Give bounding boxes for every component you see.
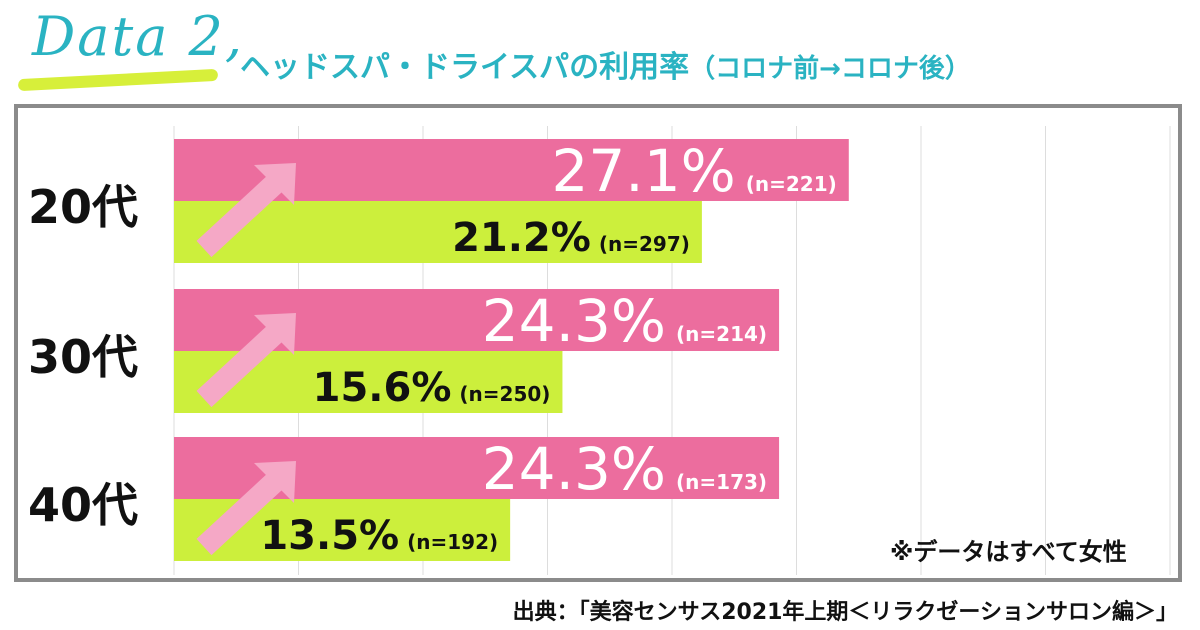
data-label: Data 2,	[32, 5, 245, 68]
trend-arrow-shaft	[196, 318, 290, 408]
value-label-post: 24.3% (n=173)	[482, 435, 767, 503]
value-label-pre: 21.2% (n=297)	[452, 215, 690, 261]
category-label: 30代	[28, 330, 138, 384]
value-label-post: 24.3% (n=214)	[482, 287, 767, 355]
source-citation: 出典：「美容センサス2021年上期＜リラクゼーションサロン編＞」	[512, 600, 1178, 625]
value-label-pre: 15.6% (n=250)	[313, 365, 551, 411]
trend-arrow-icon	[254, 461, 296, 503]
footnote: ※データはすべて女性	[890, 538, 1127, 566]
category-label: 40代	[28, 478, 138, 532]
value-label-pre: 13.5% (n=192)	[260, 513, 498, 559]
chart-title-main: ヘッドスパ・ドライスパの利用率	[240, 50, 690, 85]
value-label-post: 27.1% (n=221)	[551, 137, 836, 205]
trend-arrow-icon	[254, 313, 296, 355]
chart-title: ヘッドスパ・ドライスパの利用率（コロナ前→コロナ後）	[240, 42, 971, 86]
trend-arrow-icon	[254, 163, 296, 205]
header: Data 2, ヘッドスパ・ドライスパの利用率（コロナ前→コロナ後）	[0, 0, 1200, 100]
category-label: 20代	[28, 180, 138, 234]
bar-pre-covid	[174, 201, 702, 263]
trend-arrow-shaft	[196, 168, 290, 258]
chart-title-sub: （コロナ前→コロナ後）	[689, 54, 971, 84]
trend-arrow-shaft	[196, 466, 290, 556]
